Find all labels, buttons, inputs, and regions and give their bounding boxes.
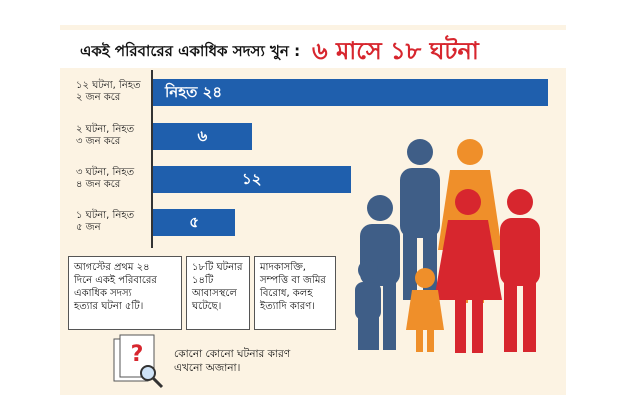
note-box: মাদকাসক্তি, সম্পত্তি বা জমির বিরোধ, কলহ … [254,256,336,330]
title-bar [60,30,566,68]
document-icon: ? [113,334,164,389]
bottom-note: কোনো কোনো ঘটনার কারণ এখনো অজানা। [174,348,291,374]
bar [153,79,548,106]
note-box: আগস্টের প্রথম ২৪ দিনে একই পরিবারের একাধি… [68,256,182,330]
svg-text:?: ? [131,342,144,367]
category-label: ১ ঘটনা, নিহত ৫ জন [76,210,135,233]
value-label: ৫ [189,213,199,231]
category-label: ২ ঘটনা, নিহত ৩ জন করে [76,124,135,147]
chart-title: একই পরিবারের একাধিক সদস্য খুন : [80,42,301,60]
value-label: ৬ [197,127,208,145]
bar [153,209,236,236]
chart-subtitle: ৬ মাসে ১৮ ঘটনা [312,37,479,65]
bar [153,166,351,193]
value-label: ১২ [242,170,262,188]
category-label: ১২ ঘটনা, নিহত ২ জন করে [76,80,141,103]
axis-line [151,70,153,248]
value-label: নিহত ২৪ [165,83,223,101]
family-illustration [355,139,540,353]
note-box: ১৮টি ঘটনার ১৪টি আবাসস্থলে ঘটেছে। [186,256,250,330]
bar [153,123,252,150]
category-label: ৩ ঘটনা, নিহত ৪ জন করে [76,167,135,190]
